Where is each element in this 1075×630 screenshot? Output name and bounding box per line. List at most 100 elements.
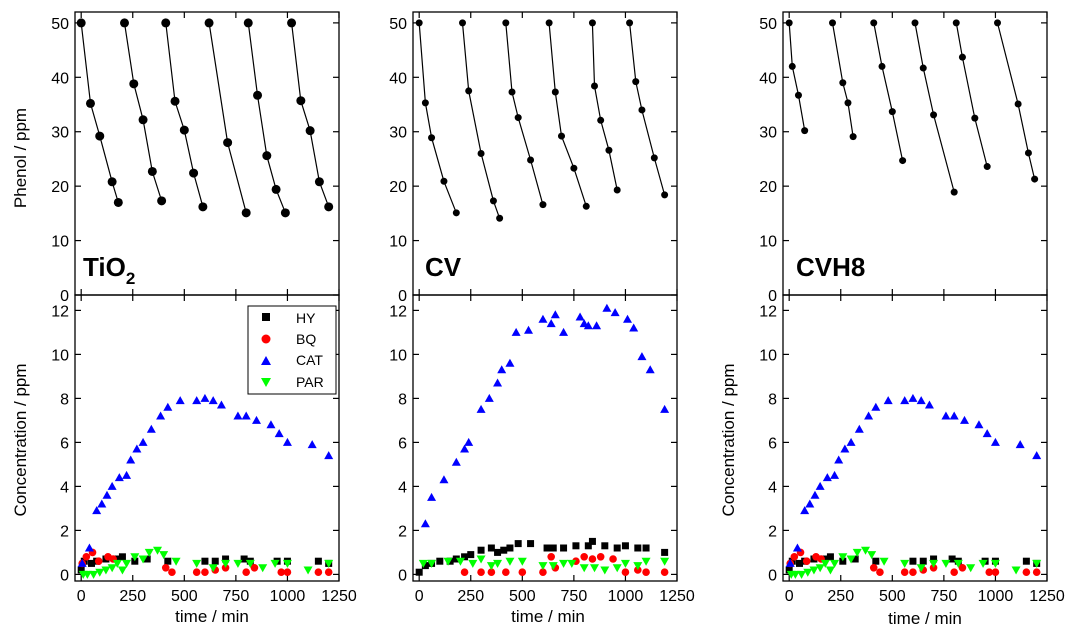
cat-point [559,327,569,336]
phenol-point [958,53,966,61]
cat-point [822,473,832,482]
phenol-panel-cv-ytick-label: 50 [389,16,407,33]
cat-point [102,490,112,499]
phenol-panel-cvh8-ytick-label: 30 [759,125,777,142]
phenol-point [801,127,809,135]
conc-panel-tio2-xtick-label: 250 [119,588,146,605]
conc-panel-cv-xtick-label: 0 [415,588,424,605]
bq-point [1022,568,1031,576]
bq-point [802,557,811,565]
hy-point [118,553,126,561]
par-point [916,564,926,573]
cat-point [156,411,166,420]
cat-point [460,444,470,453]
conc-panel-cv-ytick-label: 4 [398,479,407,496]
bq-point [161,564,170,572]
phenol-series-cv [415,19,669,222]
phenol-point [324,202,334,212]
par-point [505,557,515,566]
hy-point [919,557,927,565]
phenol-point [107,177,117,187]
hy-point [1022,557,1030,565]
cat-point [637,352,647,361]
phenol-point [508,88,516,96]
bq-point [242,568,250,576]
phenol-series-tio2 [76,18,334,218]
bq-point [580,553,588,561]
par-point [138,555,148,564]
panel-label-cv: CV [425,252,462,282]
par-point [208,564,218,573]
phenol-point [287,18,297,28]
conc-panel-cvh8-xtick-label: 0 [785,588,794,605]
cat-point [949,411,959,420]
conc-panel-cvh8-xtick-label: 750 [931,588,958,605]
hy-point [415,568,423,576]
phenol-point [844,99,852,107]
phenol-point [415,19,423,27]
hy-point [851,555,859,563]
par-point [790,570,800,579]
cat-point [84,543,94,552]
phenol-point [613,186,621,194]
phenol-point [253,90,263,100]
cat-point [138,437,148,446]
par-point [548,562,558,571]
legend-marker-hy [262,313,270,321]
phenol-point [170,96,180,106]
par-point [324,559,334,568]
conc-panel-cv-ytick-label: 12 [389,303,407,320]
hy-point [872,557,880,565]
cat-point [77,558,87,567]
hy-point [222,555,230,563]
cat-point [834,455,844,464]
hy-point [77,566,85,574]
phenol-point [605,146,613,154]
hy-point [621,542,629,550]
phenol-point [994,19,1001,27]
conc-panel-tio2-ytick-label: 8 [60,391,69,408]
phenol-point [788,62,796,70]
conc-panel-cv-xtick-label: 1000 [608,588,644,605]
par-point [879,557,889,566]
phenol-point [489,197,497,205]
phenol-point [1031,175,1039,183]
par-point [966,564,976,573]
phenol-point [632,78,640,86]
par-point [258,564,268,573]
bq-point [876,568,884,576]
conc-ylabel-left: Concentration / ppm [11,363,30,516]
phenol-point [138,115,148,125]
conc-panel-cvh8-xtick-label: 500 [879,588,906,605]
par-point [221,559,231,568]
cat-point [484,393,494,402]
phenol-point [626,19,634,27]
conc-panel-cv-ytick-label: 2 [398,523,407,540]
phenol-point [147,166,157,176]
phenol-point [870,19,878,27]
phenol-point [551,88,559,96]
phenol-point [271,184,281,194]
cat-point [324,451,334,460]
conc-panel-tio2-xtick-label: 0 [77,588,86,605]
phenol-point [919,64,927,72]
par-point [600,566,610,575]
phenol-point [539,201,547,209]
phenol-panel-tio2-ytick-label: 10 [51,234,69,251]
par-point [427,559,437,568]
conc-panel-cvh8-frame [782,294,1048,582]
phenol-point [930,111,938,119]
cat-point [92,506,102,515]
par-point [579,564,589,573]
conc-panel-cv-ytick-label: 8 [398,391,407,408]
phenol-panel-tio2-ytick-label: 0 [60,288,69,305]
cat-point [476,404,486,413]
hy-point [201,557,209,565]
phenol-point [161,18,171,28]
bq-point [547,553,555,561]
cat-point [974,420,984,429]
hy-point [436,557,444,565]
par-point [493,559,503,568]
cat-point [538,314,548,323]
phenol-point [428,134,436,142]
